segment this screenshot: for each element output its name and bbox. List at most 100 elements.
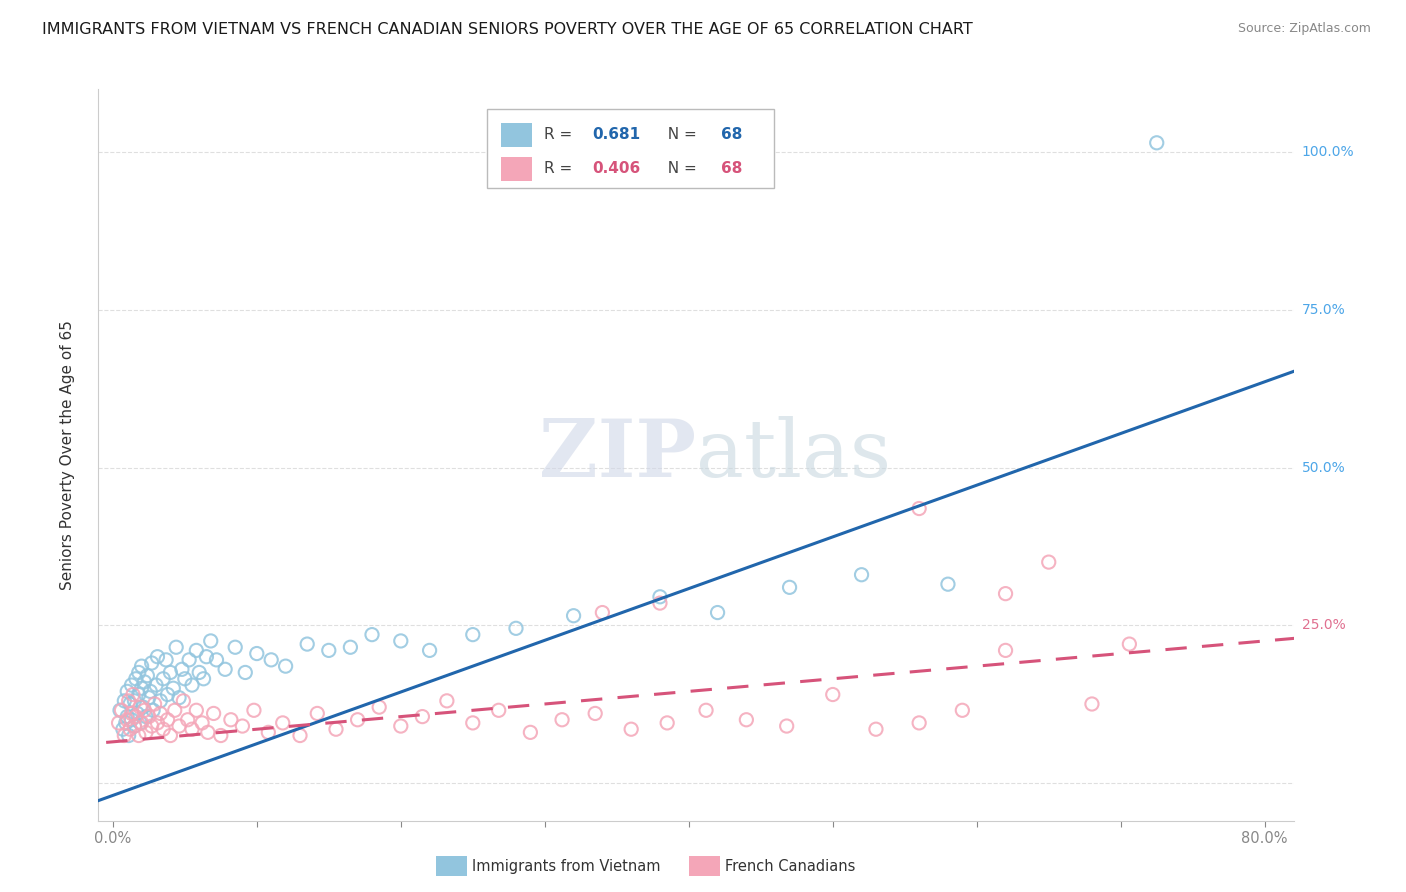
Point bbox=[145, 678, 167, 692]
Text: N =: N = bbox=[658, 127, 702, 142]
Point bbox=[994, 643, 1017, 657]
Point bbox=[205, 653, 228, 667]
Point bbox=[111, 723, 134, 737]
Text: 68: 68 bbox=[721, 161, 742, 176]
Point bbox=[231, 719, 253, 733]
Point bbox=[121, 706, 143, 721]
Point bbox=[181, 723, 204, 737]
Point bbox=[648, 596, 671, 610]
Point bbox=[339, 640, 361, 655]
Point bbox=[173, 672, 195, 686]
Point bbox=[193, 672, 215, 686]
Point bbox=[124, 719, 146, 733]
Point bbox=[128, 729, 150, 743]
Point bbox=[134, 703, 156, 717]
Point bbox=[274, 659, 297, 673]
Point bbox=[120, 697, 142, 711]
Point bbox=[108, 703, 131, 717]
Point bbox=[648, 590, 671, 604]
Point bbox=[214, 662, 236, 676]
Point bbox=[361, 627, 384, 641]
Point bbox=[307, 706, 329, 721]
Point bbox=[200, 634, 222, 648]
Point bbox=[167, 690, 190, 705]
Point bbox=[120, 723, 142, 737]
Point bbox=[135, 725, 157, 739]
Point bbox=[461, 715, 484, 730]
Point bbox=[129, 715, 152, 730]
Point bbox=[620, 723, 643, 737]
Point bbox=[191, 715, 214, 730]
Point bbox=[389, 719, 412, 733]
Point bbox=[149, 694, 172, 708]
Point bbox=[131, 681, 153, 696]
Text: 68: 68 bbox=[721, 127, 742, 142]
Point bbox=[181, 678, 204, 692]
Text: IMMIGRANTS FROM VIETNAM VS FRENCH CANADIAN SENIORS POVERTY OVER THE AGE OF 65 CO: IMMIGRANTS FROM VIETNAM VS FRENCH CANADI… bbox=[42, 22, 973, 37]
Point bbox=[170, 662, 193, 676]
Point bbox=[146, 715, 169, 730]
Point bbox=[138, 690, 160, 705]
Bar bbox=[501, 157, 533, 181]
Point bbox=[156, 713, 179, 727]
Bar bbox=[501, 123, 533, 147]
Point bbox=[118, 694, 141, 708]
Point bbox=[110, 703, 132, 717]
Point bbox=[172, 694, 194, 708]
Point bbox=[143, 697, 166, 711]
Point bbox=[583, 706, 606, 721]
Point bbox=[159, 665, 181, 680]
Point bbox=[142, 703, 165, 717]
Point bbox=[295, 637, 318, 651]
Point bbox=[821, 688, 844, 702]
Point bbox=[551, 713, 574, 727]
Point bbox=[129, 700, 152, 714]
Point bbox=[115, 713, 138, 727]
Point bbox=[233, 665, 256, 680]
Point bbox=[195, 649, 218, 664]
Text: 25.0%: 25.0% bbox=[1302, 618, 1346, 632]
Point bbox=[121, 713, 143, 727]
Point bbox=[125, 709, 148, 723]
Text: 100.0%: 100.0% bbox=[1302, 145, 1354, 160]
Text: Source: ZipAtlas.com: Source: ZipAtlas.com bbox=[1237, 22, 1371, 36]
Point bbox=[155, 653, 177, 667]
Point bbox=[202, 706, 225, 721]
Point bbox=[325, 723, 347, 737]
Point bbox=[1118, 637, 1140, 651]
Text: atlas: atlas bbox=[696, 416, 891, 494]
Point bbox=[318, 643, 340, 657]
Point bbox=[131, 715, 153, 730]
Point bbox=[112, 694, 135, 708]
Text: 0.406: 0.406 bbox=[592, 161, 640, 176]
Point bbox=[149, 706, 172, 721]
Point bbox=[188, 665, 211, 680]
Point bbox=[209, 729, 232, 743]
Point bbox=[519, 725, 541, 739]
Point bbox=[176, 713, 198, 727]
Point bbox=[124, 694, 146, 708]
Point bbox=[368, 700, 391, 714]
Point bbox=[488, 703, 510, 717]
Point bbox=[994, 587, 1017, 601]
Point bbox=[695, 703, 717, 717]
Point bbox=[136, 668, 159, 682]
Point bbox=[776, 719, 799, 733]
Point bbox=[156, 688, 179, 702]
Text: 0.681: 0.681 bbox=[592, 127, 640, 142]
Point bbox=[950, 703, 973, 717]
Point bbox=[346, 713, 368, 727]
Point bbox=[505, 621, 527, 635]
Point bbox=[179, 653, 201, 667]
Point bbox=[146, 649, 169, 664]
Point bbox=[135, 709, 157, 723]
Text: Immigrants from Vietnam: Immigrants from Vietnam bbox=[472, 859, 661, 873]
Point bbox=[260, 653, 283, 667]
Point bbox=[107, 715, 129, 730]
Text: ZIP: ZIP bbox=[538, 416, 696, 494]
Point bbox=[246, 647, 269, 661]
Point bbox=[118, 729, 141, 743]
Point bbox=[138, 709, 160, 723]
Point bbox=[186, 703, 208, 717]
Point bbox=[114, 715, 136, 730]
